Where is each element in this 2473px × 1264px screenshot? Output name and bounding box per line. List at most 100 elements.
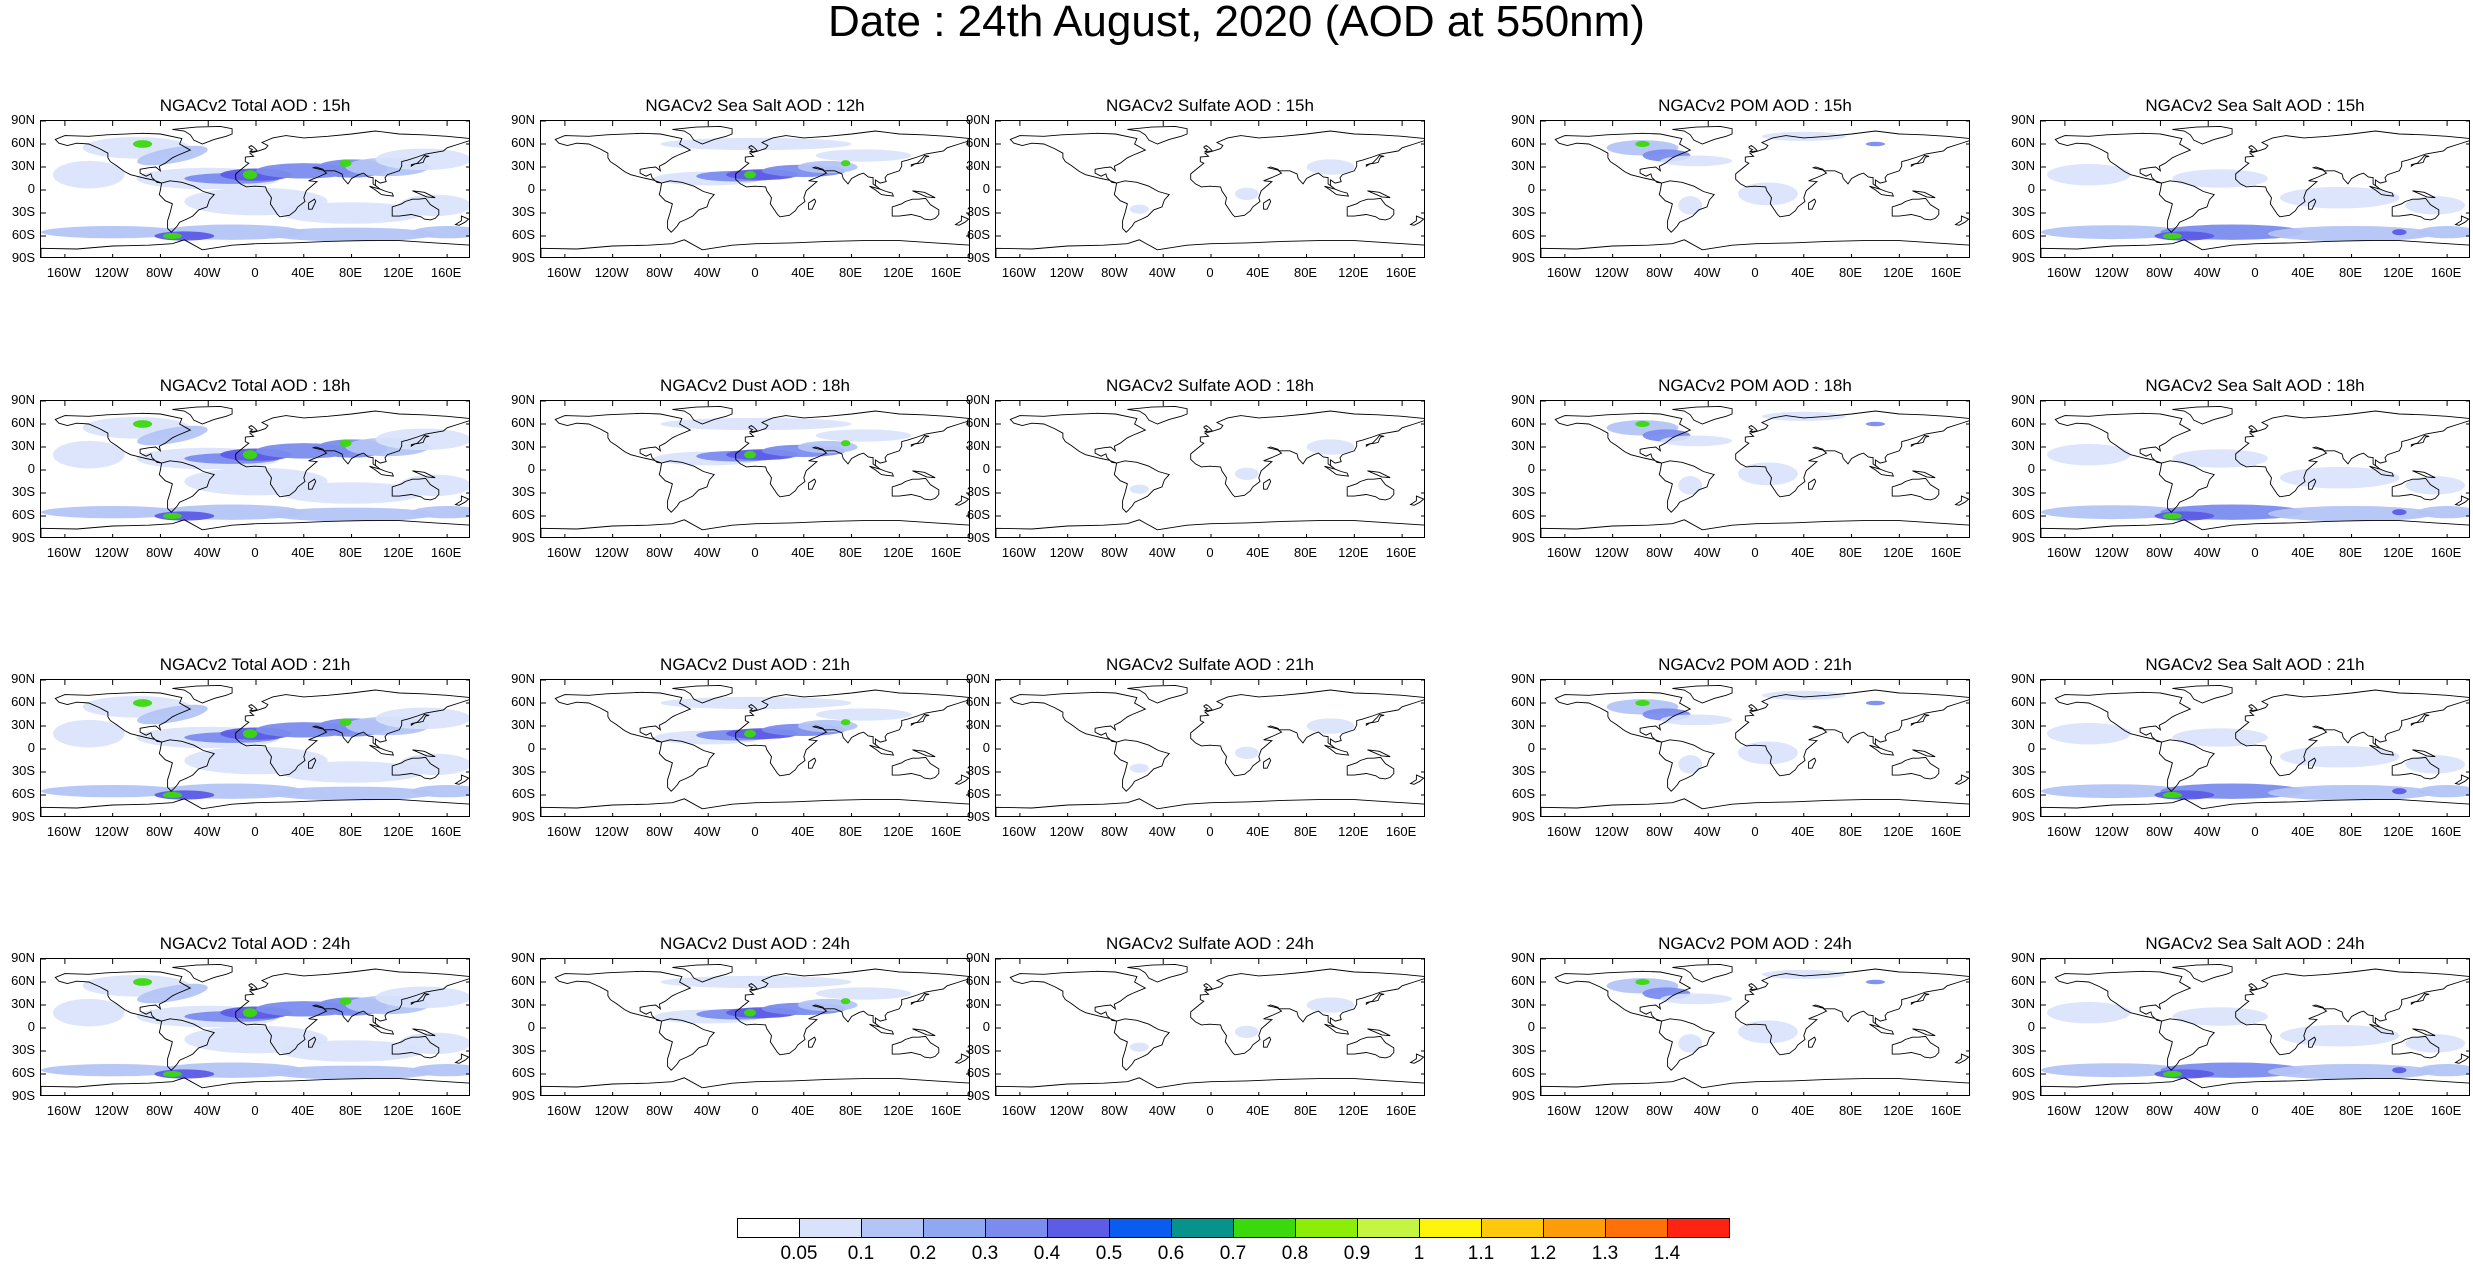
lon-tick-label: 80W: [146, 265, 173, 280]
coastline-indonesia: [1869, 465, 1895, 477]
aod-plume: [411, 785, 469, 798]
coastline-antarctica: [996, 798, 1424, 816]
coastline-uk: [748, 703, 759, 712]
coastline-new-guinea: [912, 470, 936, 479]
lon-tick-label: 120E: [2383, 824, 2414, 839]
coastline-south-america: [1113, 1018, 1171, 1071]
lat-tick-label: 30N: [2011, 438, 2035, 453]
coastline-indonesia: [2369, 185, 2395, 197]
lat-tick-label: 60N: [11, 135, 35, 150]
coastline-africa-eurasia: [1735, 689, 1969, 777]
lat-tick-label: 60S: [511, 1065, 535, 1080]
map-svg: [996, 121, 1424, 257]
colorbar-swatch: [1605, 1218, 1668, 1238]
coastline-antarctica: [1541, 1077, 1969, 1095]
lon-tick-label: 80E: [2338, 265, 2363, 280]
lon-tick-label: 40E: [1791, 1103, 1815, 1118]
lat-tick-label: 0: [27, 740, 35, 755]
lon-tick-label: 80E: [1838, 1103, 1863, 1118]
aod-plume: [2392, 229, 2407, 236]
panel-title: NGACv2 Total AOD : 24h: [159, 934, 351, 953]
lat-tick-label: 30S: [511, 204, 535, 219]
map-svg: [2041, 401, 2469, 537]
lat-tick-label: 90N: [1511, 112, 1535, 127]
coastline-madagascar: [308, 1036, 317, 1048]
aod-plume: [375, 428, 469, 451]
coastline-australia: [391, 1035, 440, 1059]
lon-tick-label: 160E: [2430, 1103, 2462, 1118]
coastline-new-zealand: [1409, 495, 1424, 506]
lon-tick-label: 160W: [46, 824, 81, 839]
lat-tick-label: 60N: [1511, 973, 1535, 988]
lon-tick-label: 80E: [338, 545, 363, 560]
coastline-uk: [1748, 982, 1759, 991]
lon-tick-label: 120W: [1594, 824, 1629, 839]
aod-plume: [2267, 1064, 2436, 1080]
lon-tick-label: 120W: [2094, 1103, 2129, 1118]
coastline-south-america: [658, 1018, 716, 1071]
aod-plume: [339, 439, 352, 447]
aod-plume: [162, 512, 182, 520]
lat-tick-label: 30N: [1511, 438, 1535, 453]
lat-tick-label: 60S: [2011, 507, 2035, 522]
colorbar-swatch: [1171, 1218, 1234, 1238]
coastline-greenland: [1127, 963, 1188, 983]
colorbar-label: 0.7: [1219, 1243, 1247, 1264]
coastline-australia: [1346, 1035, 1395, 1059]
coastline-north-america: [1554, 970, 1692, 1022]
lon-tick-label: 160E: [1385, 545, 1417, 560]
coastline-new-guinea: [1367, 1028, 1391, 1037]
aod-plume: [1660, 714, 1733, 726]
coastline-new-guinea: [1912, 190, 1936, 199]
lon-tick-label: 120W: [2094, 545, 2129, 560]
lat-tick-label: 30S: [2011, 1042, 2035, 1057]
colorbar-swatch: [1109, 1218, 1172, 1238]
lon-tick-label: 0: [751, 1103, 759, 1118]
coastline-antarctica: [541, 519, 969, 537]
coastline-japan: [1365, 155, 1385, 168]
coastline-new-zealand: [954, 215, 969, 226]
aod-plume: [267, 507, 436, 522]
aod-plume: [1129, 1042, 1149, 1052]
lon-tick-label: 80E: [338, 1103, 363, 1118]
aod-plume: [375, 986, 469, 1009]
lat-tick-label: 30N: [2011, 717, 2035, 732]
coastline-new-guinea: [912, 749, 936, 758]
lon-tick-label: 80E: [1838, 545, 1863, 560]
lon-tick-label: 80W: [1646, 545, 1673, 560]
aod-plume: [2162, 791, 2182, 799]
coastline-south-america: [158, 180, 216, 233]
lon-tick-label: 0: [1206, 265, 1214, 280]
lon-tick-label: 160W: [2046, 265, 2081, 280]
coastline-greenland: [2172, 684, 2233, 704]
lon-tick-label: 80W: [1101, 824, 1128, 839]
map-svg: [1541, 680, 1969, 816]
lon-tick-label: 40W: [1148, 1103, 1176, 1118]
lat-tick-label: 90N: [1511, 950, 1535, 965]
lon-tick-label: 80W: [2146, 1103, 2173, 1118]
aod-plume: [2392, 1067, 2407, 1074]
lat-tick-label: 90S: [1511, 530, 1535, 545]
aod-plume: [2041, 505, 2185, 520]
aod-plume: [242, 170, 258, 180]
aod-plume: [1738, 741, 1798, 765]
coastline-australia: [1346, 477, 1395, 501]
coastline-new-zealand: [1409, 774, 1424, 785]
aod-plume: [339, 159, 352, 167]
coastline-north-america: [54, 132, 192, 184]
lat-tick-label: 90N: [511, 112, 535, 127]
lat-tick-label: 90S: [1511, 1088, 1535, 1103]
lat-tick-label: 30N: [11, 158, 35, 173]
panel-title: NGACv2 POM AOD : 15h: [1658, 96, 1852, 115]
coastline-japan: [1365, 435, 1385, 448]
map-panel: [2040, 120, 2470, 258]
coastline-madagascar: [1263, 1036, 1272, 1048]
coastline-antarctica: [541, 1077, 969, 1095]
aod-plume: [1635, 978, 1650, 986]
coastline-indonesia: [1324, 744, 1350, 756]
lon-tick-label: 80W: [1101, 265, 1128, 280]
lon-tick-label: 120W: [94, 265, 129, 280]
lon-tick-label: 0: [1751, 265, 1759, 280]
lon-tick-label: 160W: [1546, 1103, 1581, 1118]
lon-tick-label: 80W: [646, 1103, 673, 1118]
